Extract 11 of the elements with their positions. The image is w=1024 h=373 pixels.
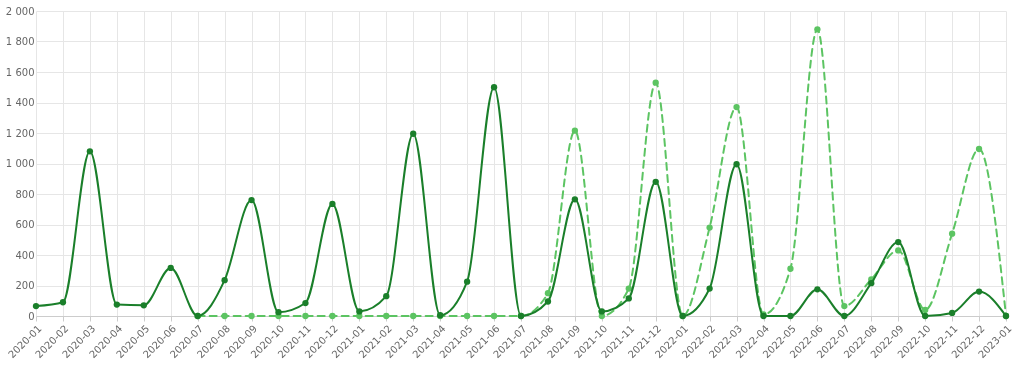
y-tick-label: 1 000: [5, 158, 35, 169]
y-tick-label: 1 600: [5, 66, 35, 78]
y-tick-label: 1 800: [5, 36, 35, 47]
y-tick-label: 1 400: [5, 97, 35, 108]
y-tick-label: 400: [15, 249, 35, 261]
y-tick-label: 600: [15, 219, 35, 230]
y-tick-label: 200: [15, 280, 35, 291]
y-tick-label: 2 000: [5, 5, 35, 17]
y-tick-label: 1 200: [5, 127, 35, 139]
y-tick-label: 800: [15, 188, 35, 200]
y-tick-label: 0: [28, 310, 35, 322]
